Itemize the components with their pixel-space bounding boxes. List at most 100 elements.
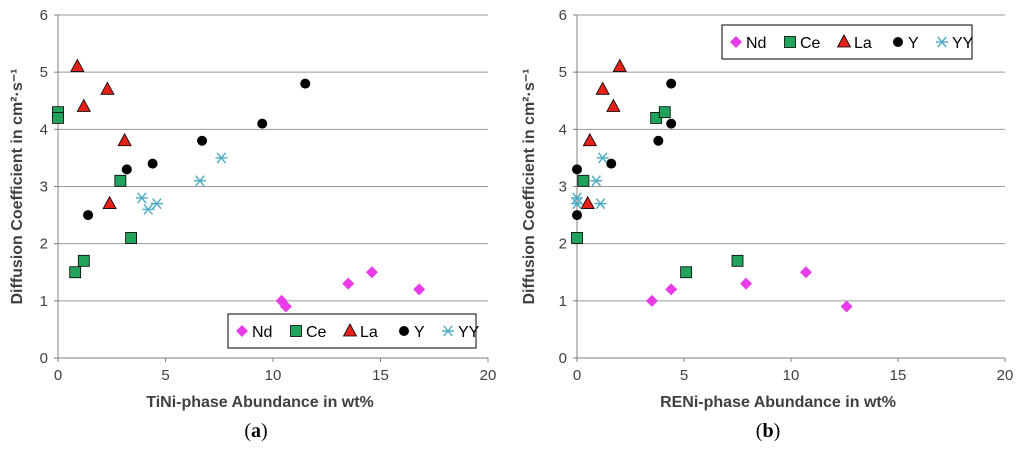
point-Y-3 [197, 135, 208, 146]
point-Ce-3 [77, 254, 90, 267]
point-Y-2 [606, 158, 617, 169]
scatter-chart-a: 0 1 2 3 4 5 6 0 5 10 15 20 TiNi-phase Abundance in w… [9, 7, 497, 411]
x-tick-label-5: 5 [680, 367, 688, 384]
legend: Nd Ce La Y YY [227, 313, 480, 349]
point-Nd-2 [740, 277, 753, 290]
legend-marker-Nd [730, 36, 742, 48]
legend-label-Y: Y [908, 35, 919, 52]
y-tick-label-1: 1 [40, 293, 48, 310]
point-Nd-3 [365, 266, 378, 279]
point-La-3 [606, 98, 621, 112]
x-tick-label-15: 15 [890, 367, 907, 384]
x-tick-label-0: 0 [54, 367, 62, 384]
point-La-4 [612, 58, 627, 72]
point-La-4 [117, 132, 132, 147]
legend-marker-La [342, 323, 358, 337]
legend-label-Nd: Nd [746, 35, 766, 52]
legend-label-Nd: Nd [252, 324, 272, 341]
caption-a: (a) [244, 420, 268, 442]
legend-label-Ce: Ce [306, 324, 327, 341]
legend-label-La: La [360, 324, 378, 341]
point-YY-3 [193, 175, 206, 187]
point-Y-1 [572, 164, 582, 175]
point-La-0 [70, 58, 85, 72]
x-axis-title: RENi-phase Abundance in wt% [660, 394, 896, 411]
x-tick-label-20: 20 [480, 367, 497, 384]
caption-b: (b) [755, 420, 781, 442]
point-YY-1 [571, 198, 583, 210]
legend-label-Ce: Ce [800, 35, 821, 52]
point-YY-2 [150, 198, 163, 210]
point-YY-4 [215, 152, 228, 164]
point-Ce-0 [571, 232, 583, 244]
point-YY-1 [142, 203, 155, 215]
point-Y-4 [257, 118, 268, 129]
point-Nd-4 [413, 283, 426, 296]
legend-marker-Ce [290, 325, 302, 337]
y-tick-label-3: 3 [40, 179, 48, 196]
point-Ce-5 [125, 232, 137, 244]
point-YY-2 [590, 175, 603, 187]
x-tick-label-10: 10 [265, 367, 282, 384]
legend-label-La: La [854, 35, 872, 52]
point-Y-3 [653, 135, 664, 146]
point-La-2 [595, 81, 610, 95]
y-tick-label-2: 2 [40, 236, 48, 253]
point-Y-5 [666, 78, 677, 89]
point-La-1 [76, 98, 91, 112]
y-tick-label-0: 0 [559, 350, 567, 367]
point-Ce-4 [114, 174, 127, 187]
y-tick-label-1: 1 [559, 293, 567, 310]
point-Y-0 [572, 210, 582, 221]
y-tick-label-4: 4 [40, 121, 48, 138]
legend: Nd Ce La Y YY [721, 24, 974, 60]
legend-marker-YY [442, 325, 454, 337]
point-Ce-4 [680, 266, 693, 279]
legend-marker-YY [936, 36, 948, 48]
x-tick-label-10: 10 [783, 367, 800, 384]
chart-panel-b: 0 1 2 3 4 5 6 0 5 10 15 20 RENi-phase Abundance in w… [512, 0, 1024, 455]
y-tick-label-3: 3 [559, 179, 567, 196]
legend-label-Y: Y [414, 324, 425, 341]
point-Nd-1 [665, 283, 678, 296]
point-Nd-2 [342, 277, 355, 290]
point-Ce-5 [731, 254, 744, 267]
y-tick-label-5: 5 [559, 64, 567, 81]
x-tick-label-5: 5 [161, 367, 169, 384]
y-tick-label-4: 4 [559, 121, 567, 138]
point-Ce-1 [577, 174, 590, 187]
y-tick-label-6: 6 [559, 7, 567, 24]
point-YY-4 [596, 152, 609, 164]
x-tick-label-15: 15 [372, 367, 389, 384]
point-Y-4 [666, 118, 677, 129]
point-La-2 [100, 81, 115, 95]
y-axis-title: Diffusion Coefficient in cm²·s⁻¹ [9, 69, 26, 305]
point-Y-0 [83, 210, 94, 221]
point-La-1 [582, 132, 598, 147]
y-axis-title: Diffusion Coefficient in cm²·s⁻¹ [521, 69, 538, 305]
point-YY-0 [135, 192, 148, 204]
point-Nd-0 [645, 294, 658, 307]
point-Y-2 [147, 158, 158, 169]
legend-label-YY: YY [952, 35, 974, 52]
point-Nd-3 [799, 266, 812, 279]
chart-panel-a: 0 1 2 3 4 5 6 0 5 10 15 20 TiNi-phase Abundance in w… [9, 7, 497, 442]
legend-label-YY: YY [458, 324, 480, 341]
y-tick-label-2: 2 [559, 236, 567, 253]
point-Nd-1 [279, 300, 292, 313]
point-Y-5 [300, 78, 311, 89]
legend-marker-Y [893, 37, 903, 47]
legend-marker-Ce [784, 36, 796, 48]
y-tick-label-5: 5 [40, 64, 48, 81]
y-tick-label-6: 6 [40, 7, 48, 24]
scatter-chart-b: 0 1 2 3 4 5 6 0 5 10 15 20 RENi-phase Abundance in w… [521, 7, 1014, 411]
point-Ce-1 [52, 112, 64, 124]
point-Y-1 [121, 164, 132, 175]
point-YY-3 [594, 198, 607, 210]
point-La-3 [102, 195, 117, 210]
point-Ce-3 [658, 106, 671, 119]
x-tick-label-20: 20 [997, 367, 1014, 384]
point-Ce-2 [69, 266, 82, 279]
legend-marker-Nd [236, 325, 248, 337]
legend-marker-La [836, 34, 852, 48]
